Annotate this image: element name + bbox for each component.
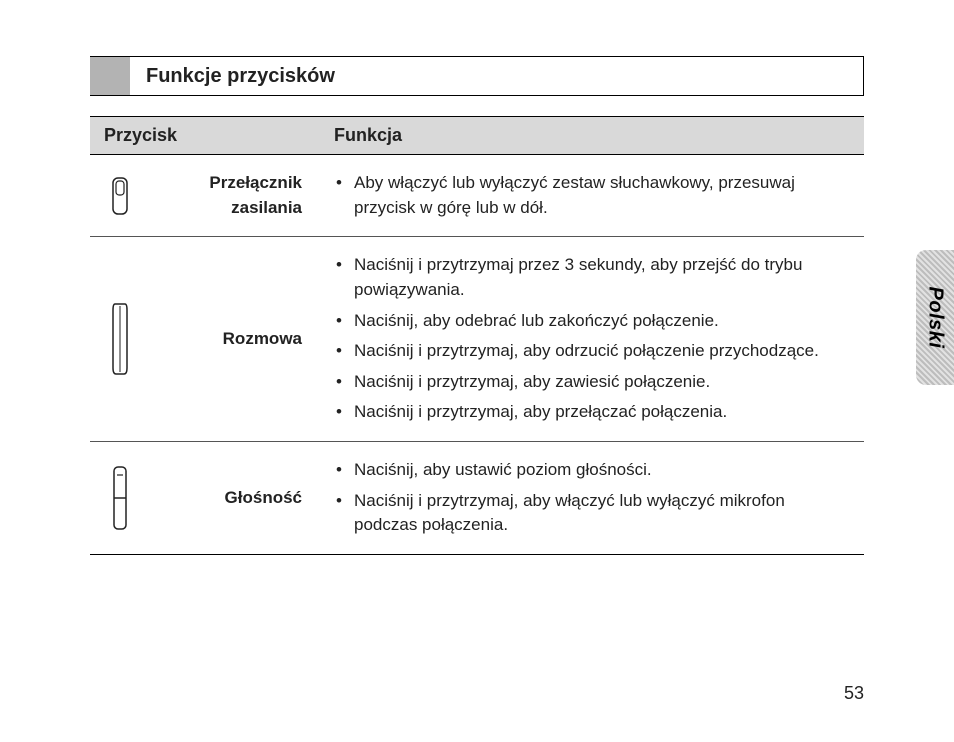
manual-page: Funkcje przycisków Przycisk Funkcja [0,0,954,742]
table-row: Przełącznik zasilania Aby włączyć lub wy… [90,155,864,237]
function-list: Aby włączyć lub wyłączyć zestaw słuchawk… [334,171,850,220]
button-functions-table: Przycisk Funkcja Przełącznik zasilania A… [90,116,864,555]
heading-accent-block [90,57,130,95]
row-label: Rozmowa [150,237,320,442]
talk-button-icon [109,300,131,378]
function-item: Aby włączyć lub wyłączyć zestaw słuchawk… [334,171,850,220]
function-list: Naciśnij i przytrzymaj przez 3 sekundy, … [334,253,850,425]
header-function: Funkcja [320,117,864,155]
table-row: Głośność Naciśnij, aby ustawić poziom gł… [90,442,864,555]
function-item: Naciśnij i przytrzymaj, aby przełączać p… [334,400,850,425]
language-tab: Polski [916,250,954,385]
function-item: Naciśnij, aby ustawić poziom głośności. [334,458,850,483]
page-number: 53 [844,683,864,704]
volume-button-icon [110,463,130,533]
language-label: Polski [924,287,947,349]
function-item: Naciśnij i przytrzymaj, aby zawiesić poł… [334,370,850,395]
row-label: Głośność [150,442,320,555]
icon-cell [90,155,150,237]
function-item: Naciśnij, aby odebrać lub zakończyć połą… [334,309,850,334]
icon-cell [90,237,150,442]
power-switch-icon [110,176,130,216]
function-item: Naciśnij i przytrzymaj, aby włączyć lub … [334,489,850,538]
row-label: Przełącznik zasilania [150,155,320,237]
section-title: Funkcje przycisków [130,57,863,95]
row-functions: Aby włączyć lub wyłączyć zestaw słuchawk… [320,155,864,237]
header-button: Przycisk [90,117,320,155]
table-row: Rozmowa Naciśnij i przytrzymaj przez 3 s… [90,237,864,442]
icon-cell [90,442,150,555]
function-item: Naciśnij i przytrzymaj, aby odrzucić poł… [334,339,850,364]
table-header-row: Przycisk Funkcja [90,117,864,155]
function-list: Naciśnij, aby ustawić poziom głośności. … [334,458,850,538]
section-heading: Funkcje przycisków [90,56,864,96]
row-functions: Naciśnij, aby ustawić poziom głośności. … [320,442,864,555]
function-item: Naciśnij i przytrzymaj przez 3 sekundy, … [334,253,850,302]
row-functions: Naciśnij i przytrzymaj przez 3 sekundy, … [320,237,864,442]
